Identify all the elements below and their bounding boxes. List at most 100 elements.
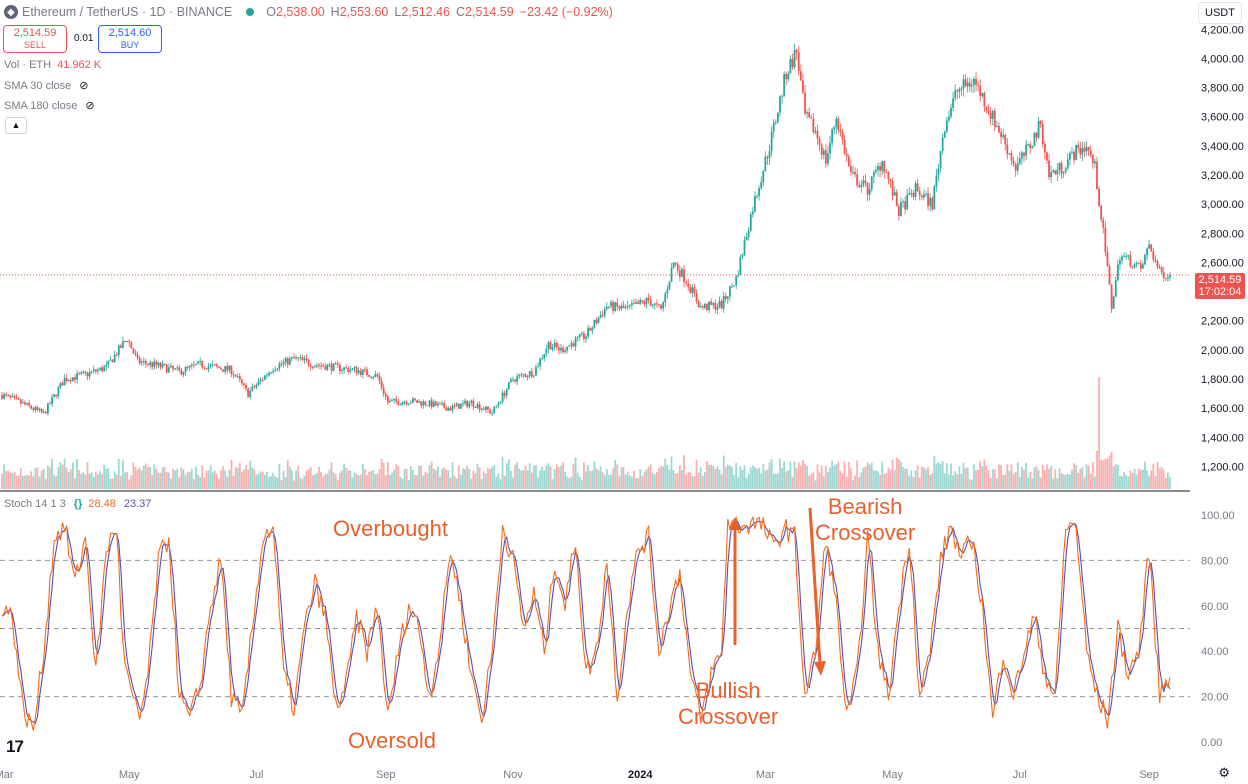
- volume-bar: [205, 470, 208, 489]
- volume-bar: [251, 467, 254, 489]
- stoch-axis[interactable]: 100.00 80.00 60.00 40.00 20.00 0.00: [1201, 510, 1235, 749]
- candle-body: [875, 170, 877, 173]
- candle-body: [249, 390, 252, 397]
- volume-bar: [1077, 472, 1080, 489]
- candle-body: [879, 166, 881, 171]
- candle-body: [935, 175, 938, 187]
- sma30-legend[interactable]: SMA 30 close ⊘: [4, 79, 89, 93]
- candle-body: [1071, 151, 1073, 153]
- candle-body: [881, 161, 884, 171]
- candle-body: [1018, 158, 1021, 164]
- candle-body: [449, 407, 452, 411]
- sma180-legend[interactable]: SMA 180 close ⊘: [4, 99, 95, 113]
- volume-bar: [699, 467, 702, 489]
- volume-bar: [545, 465, 548, 489]
- candle-body: [459, 403, 462, 409]
- candle-body: [297, 357, 300, 359]
- volume-bar: [701, 475, 704, 489]
- volume-bar: [1133, 468, 1136, 489]
- volume-bar: [1098, 377, 1100, 489]
- stoch-k-line: [1, 515, 1171, 731]
- candle-body: [414, 398, 416, 401]
- sell-button[interactable]: 2,514.59 SELL: [3, 25, 67, 53]
- candle-body: [5, 394, 8, 396]
- candle-body: [40, 408, 43, 413]
- candle-body: [603, 308, 606, 316]
- candle-body: [86, 372, 89, 377]
- candle-body: [1127, 255, 1130, 257]
- candle-body: [126, 341, 129, 343]
- candle-body: [518, 374, 521, 377]
- candle-body: [637, 302, 640, 305]
- sell-price: 2,514.59: [13, 27, 57, 39]
- candle-body: [1091, 154, 1094, 164]
- volume-bar: [138, 467, 141, 489]
- candle-body: [213, 364, 216, 366]
- candle-body: [699, 306, 702, 308]
- candle-body: [19, 399, 22, 404]
- volume-bar: [192, 479, 195, 489]
- volume-bar: [620, 466, 623, 489]
- volume-bar: [409, 466, 412, 489]
- candle-body: [945, 120, 948, 132]
- price-axis-tick: 2,000.00: [1201, 345, 1244, 357]
- candle-body: [754, 196, 756, 212]
- volume-bar: [539, 470, 542, 489]
- volume-bar: [384, 475, 387, 489]
- candle-body: [209, 364, 212, 367]
- volume-bar: [117, 458, 120, 489]
- volume-bar: [731, 466, 733, 489]
- volume-bar: [301, 478, 304, 489]
- gear-icon[interactable]: ⚙: [1218, 765, 1230, 780]
- candle-body: [824, 150, 827, 164]
- candle-body: [318, 365, 320, 367]
- collapse-legend-button[interactable]: ▲: [5, 117, 27, 134]
- candle-body: [883, 161, 886, 173]
- candle-body: [608, 306, 610, 308]
- candle-body: [1075, 145, 1078, 161]
- candle-body: [847, 156, 850, 166]
- candle-body: [174, 368, 177, 370]
- volume-bar: [860, 472, 863, 489]
- volume-bar: [553, 469, 556, 489]
- volume-bar: [128, 479, 131, 489]
- candle-body: [537, 366, 539, 368]
- eye-hidden-icon[interactable]: ⊘: [79, 80, 89, 92]
- volume-bar: [324, 474, 327, 489]
- buy-label: BUY: [120, 40, 140, 50]
- volume-bar: [797, 462, 800, 489]
- volume-bar: [758, 467, 761, 489]
- stoch-legend[interactable]: Stoch 14 1 3 {} 28.48 23.37: [4, 498, 151, 510]
- volume-bar: [908, 475, 911, 489]
- candle-body: [1041, 124, 1044, 145]
- volume-bar: [660, 466, 662, 489]
- buy-button[interactable]: 2,514.60 BUY: [98, 25, 162, 53]
- currency-selector[interactable]: USDT: [1198, 2, 1242, 24]
- candle-body: [401, 402, 404, 405]
- volume-bar: [1, 473, 3, 489]
- volume-bar: [1066, 473, 1069, 489]
- volume-legend[interactable]: Vol · ETH 41.962 K: [4, 59, 101, 71]
- candle-body: [178, 367, 181, 371]
- volume-bar: [998, 464, 1000, 489]
- volume-bar: [695, 459, 698, 489]
- candle-body: [562, 347, 564, 353]
- symbol-title[interactable]: Ethereum / TetherUS · 1D · BINANCE: [22, 5, 233, 19]
- volume-bar: [547, 463, 550, 489]
- candle-body: [678, 270, 681, 277]
- eye-hidden-icon[interactable]: ⊘: [85, 100, 95, 112]
- volume-bar: [145, 463, 147, 489]
- candle-body: [572, 343, 575, 347]
- volume-bar: [1156, 461, 1159, 489]
- volume-bar: [1148, 475, 1151, 489]
- time-axis-tick: May: [119, 769, 140, 781]
- volume-bar: [374, 474, 377, 489]
- volume-bar: [737, 477, 740, 489]
- time-axis[interactable]: Mar May Jul Sep Nov 2024 Mar May Jul Sep: [0, 769, 1159, 781]
- volume-bar: [372, 469, 375, 489]
- volume-bar: [814, 480, 817, 489]
- tradingview-logo[interactable]: 17: [6, 737, 24, 756]
- candle-body: [17, 398, 20, 400]
- price-axis[interactable]: 4,200.00 4,000.00 3,800.00 3,600.00 3,400.00…: [1201, 24, 1244, 473]
